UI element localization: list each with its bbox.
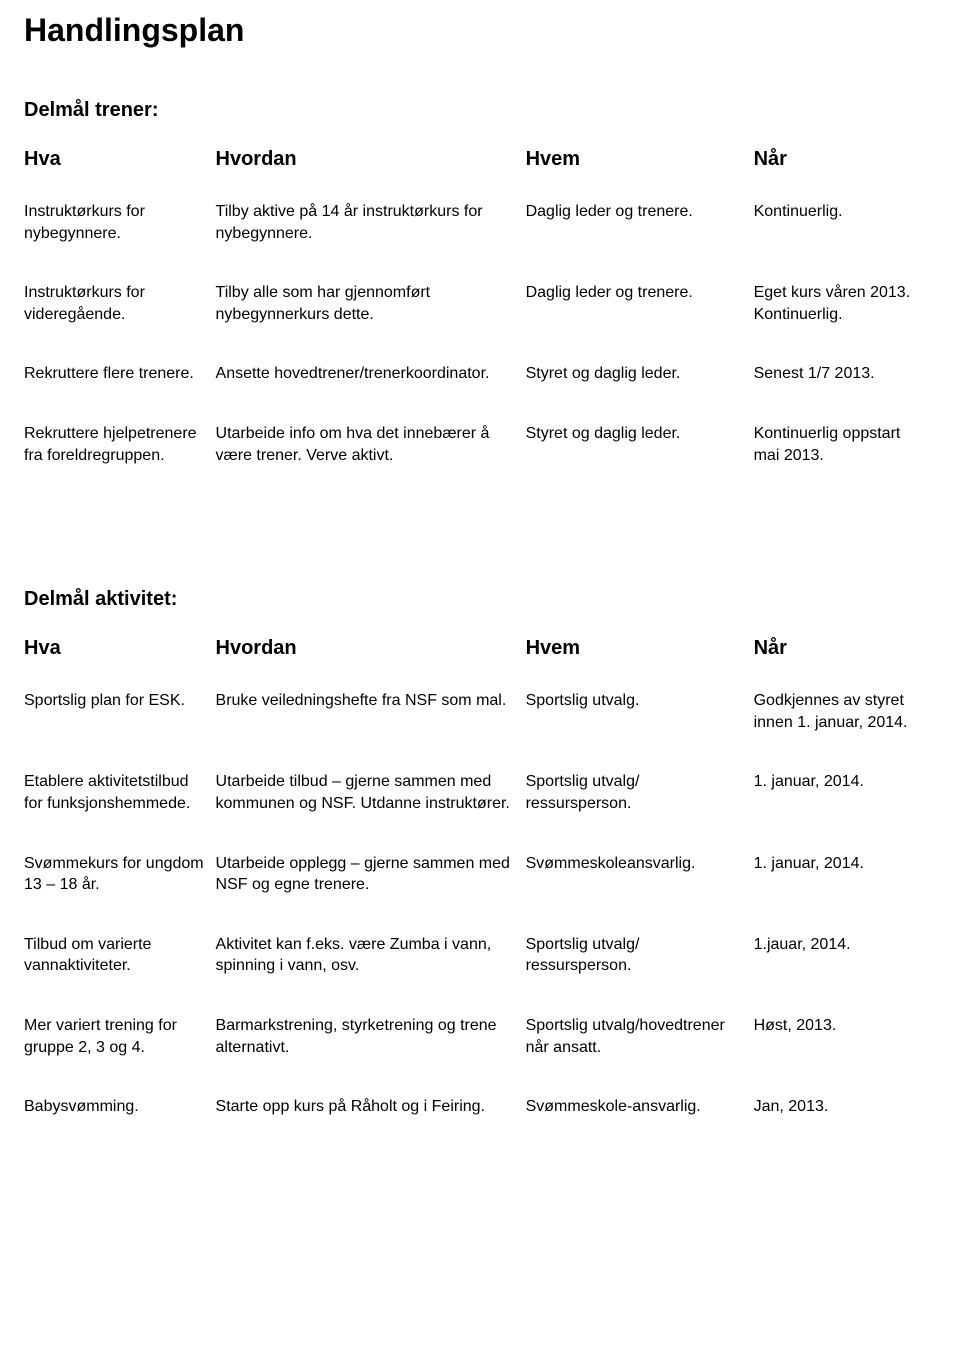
section-heading-aktivitet: Delmål aktivitet: xyxy=(24,588,936,611)
col-header-hvordan: Hvordan xyxy=(216,140,526,195)
cell-hva: Rekruttere hjelpetrenere fra foreldregru… xyxy=(24,417,216,498)
col-header-hvordan: Hvordan xyxy=(216,629,526,684)
cell-hvordan: Utarbeide opplegg – gjerne sammen med NS… xyxy=(216,847,526,928)
col-header-nar: Når xyxy=(754,629,936,684)
cell-nar: 1. januar, 2014. xyxy=(754,765,936,846)
cell-hvem: Sportslig utvalg. xyxy=(526,684,754,765)
cell-hvordan: Aktivitet kan f.eks. være Zumba i vann, … xyxy=(216,928,526,1009)
cell-hva: Rekruttere flere trenere. xyxy=(24,357,216,417)
table-row: Babysvømming. Starte opp kurs på Råholt … xyxy=(24,1090,936,1150)
table-row: Sportslig plan for ESK. Bruke veiledning… xyxy=(24,684,936,765)
table-row: Tilbud om varierte vannaktiviteter. Akti… xyxy=(24,928,936,1009)
table-header-row: Hva Hvordan Hvem Når xyxy=(24,629,936,684)
cell-nar: Høst, 2013. xyxy=(754,1009,936,1090)
cell-hvordan: Bruke veiledningshefte fra NSF som mal. xyxy=(216,684,526,765)
table-row: Svømmekurs for ungdom 13 – 18 år. Utarbe… xyxy=(24,847,936,928)
cell-hvem: Sportslig utvalg/hovedtrener når ansatt. xyxy=(526,1009,754,1090)
aktivitet-table: Hva Hvordan Hvem Når Sportslig plan for … xyxy=(24,629,936,1150)
table-header-row: Hva Hvordan Hvem Når xyxy=(24,140,936,195)
cell-nar: Eget kurs våren 2013. Kontinuerlig. xyxy=(754,276,936,357)
cell-hva: Tilbud om varierte vannaktiviteter. xyxy=(24,928,216,1009)
cell-nar: Kontinuerlig. xyxy=(754,195,936,276)
table-row: Instruktørkurs for videregående. Tilby a… xyxy=(24,276,936,357)
cell-hvem: Sportslig utvalg/ ressursperson. xyxy=(526,765,754,846)
cell-hvordan: Tilby alle som har gjennomført nybegynne… xyxy=(216,276,526,357)
cell-hvordan: Tilby aktive på 14 år instruktørkurs for… xyxy=(216,195,526,276)
cell-hvordan: Barmarkstrening, styrketrening og trene … xyxy=(216,1009,526,1090)
col-header-hva: Hva xyxy=(24,629,216,684)
cell-hvordan: Utarbeide info om hva det innebærer å væ… xyxy=(216,417,526,498)
table-row: Instruktørkurs for nybegynnere. Tilby ak… xyxy=(24,195,936,276)
cell-hva: Etablere aktivitetstilbud for funksjonsh… xyxy=(24,765,216,846)
cell-nar: 1. januar, 2014. xyxy=(754,847,936,928)
cell-nar: Senest 1/7 2013. xyxy=(754,357,936,417)
cell-hvem: Svømmeskoleansvarlig. xyxy=(526,847,754,928)
cell-hvordan: Utarbeide tilbud – gjerne sammen med kom… xyxy=(216,765,526,846)
cell-hvem: Styret og daglig leder. xyxy=(526,417,754,498)
cell-hva: Instruktørkurs for videregående. xyxy=(24,276,216,357)
cell-nar: Godkjennes av styret innen 1. januar, 20… xyxy=(754,684,936,765)
cell-hva: Svømmekurs for ungdom 13 – 18 år. xyxy=(24,847,216,928)
col-header-hva: Hva xyxy=(24,140,216,195)
cell-hvem: Daglig leder og trenere. xyxy=(526,276,754,357)
cell-nar: 1.jauar, 2014. xyxy=(754,928,936,1009)
cell-hva: Babysvømming. xyxy=(24,1090,216,1150)
cell-hvem: Daglig leder og trenere. xyxy=(526,195,754,276)
trener-table: Hva Hvordan Hvem Når Instruktørkurs for … xyxy=(24,140,936,498)
table-row: Etablere aktivitetstilbud for funksjonsh… xyxy=(24,765,936,846)
table-row: Rekruttere hjelpetrenere fra foreldregru… xyxy=(24,417,936,498)
cell-hvem: Sportslig utvalg/ ressursperson. xyxy=(526,928,754,1009)
cell-hvordan: Starte opp kurs på Råholt og i Feiring. xyxy=(216,1090,526,1150)
col-header-hvem: Hvem xyxy=(526,140,754,195)
cell-hva: Sportslig plan for ESK. xyxy=(24,684,216,765)
cell-hvem: Styret og daglig leder. xyxy=(526,357,754,417)
cell-hva: Mer variert trening for gruppe 2, 3 og 4… xyxy=(24,1009,216,1090)
page-title: Handlingsplan xyxy=(24,12,936,49)
col-header-hvem: Hvem xyxy=(526,629,754,684)
cell-hvem: Svømmeskole-ansvarlig. xyxy=(526,1090,754,1150)
cell-nar: Jan, 2013. xyxy=(754,1090,936,1150)
section-heading-trener: Delmål trener: xyxy=(24,99,936,122)
table-row: Mer variert trening for gruppe 2, 3 og 4… xyxy=(24,1009,936,1090)
table-row: Rekruttere flere trenere. Ansette hovedt… xyxy=(24,357,936,417)
cell-hva: Instruktørkurs for nybegynnere. xyxy=(24,195,216,276)
col-header-nar: Når xyxy=(754,140,936,195)
cell-nar: Kontinuerlig oppstart mai 2013. xyxy=(754,417,936,498)
cell-hvordan: Ansette hovedtrener/trenerkoordinator. xyxy=(216,357,526,417)
